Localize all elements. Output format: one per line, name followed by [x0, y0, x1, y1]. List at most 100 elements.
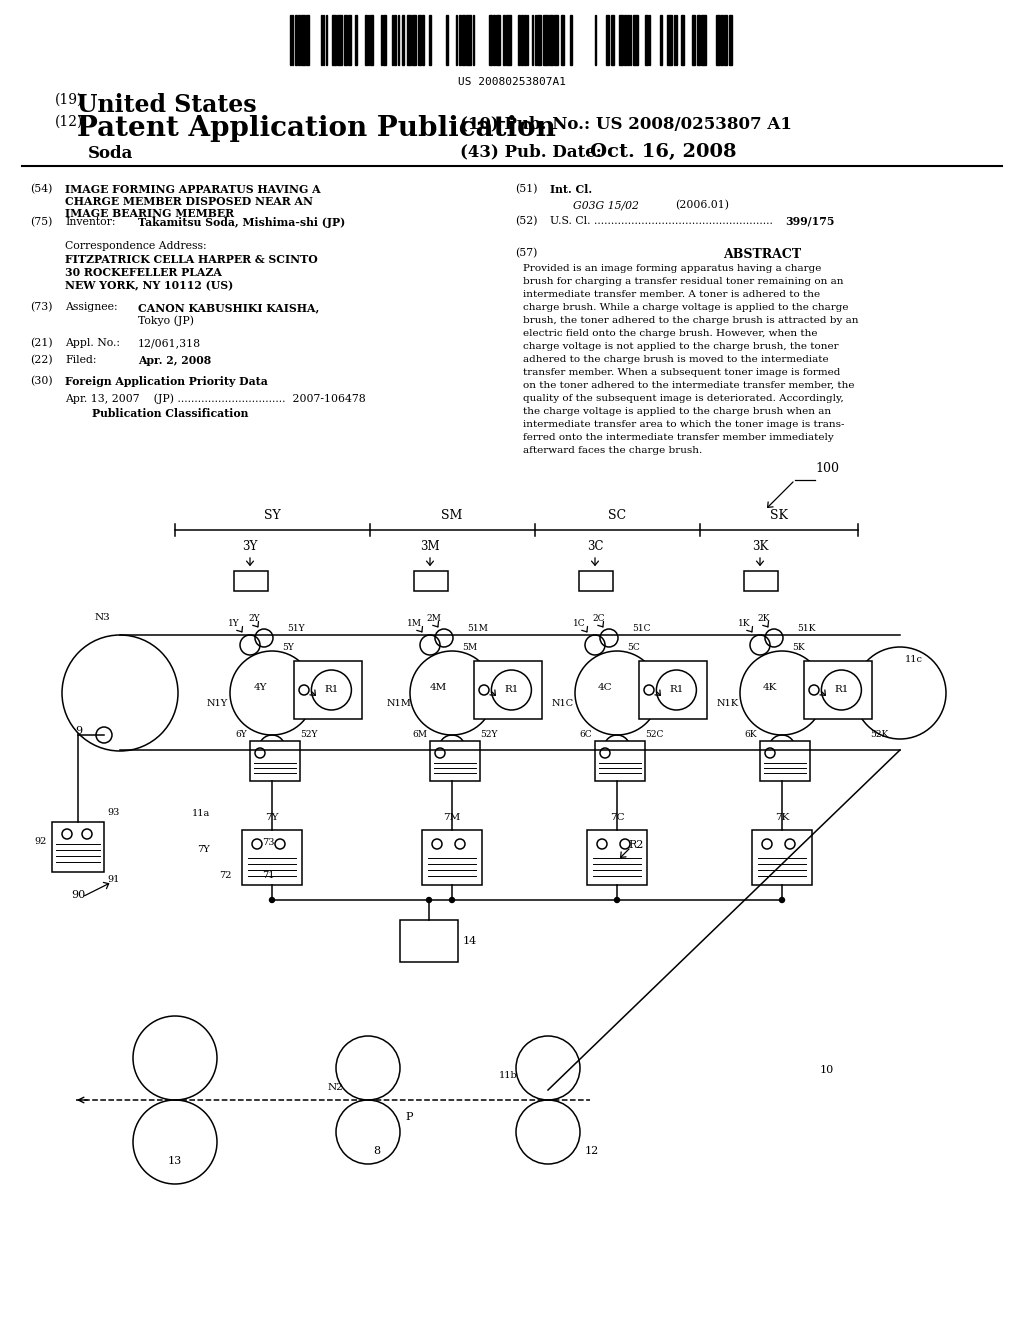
Text: the charge voltage is applied to the charge brush when an: the charge voltage is applied to the cha…: [523, 407, 831, 416]
Text: 4K: 4K: [763, 684, 777, 693]
Text: brush for charging a transfer residual toner remaining on an: brush for charging a transfer residual t…: [523, 277, 844, 286]
Bar: [496, 15, 500, 65]
Text: R2: R2: [628, 840, 643, 850]
Bar: [294, 661, 362, 719]
Bar: [422, 830, 482, 884]
Bar: [365, 15, 367, 65]
Text: (54): (54): [30, 183, 52, 194]
Bar: [332, 15, 336, 65]
Text: 7M: 7M: [443, 813, 461, 822]
Bar: [633, 15, 638, 65]
Bar: [402, 15, 404, 65]
Text: 6Y: 6Y: [236, 730, 247, 739]
Text: N1K: N1K: [717, 698, 739, 708]
Text: US 20080253807A1: US 20080253807A1: [458, 77, 566, 87]
Text: 12/061,318: 12/061,318: [138, 338, 201, 348]
Bar: [503, 15, 505, 65]
Text: (75): (75): [30, 216, 52, 227]
Bar: [430, 741, 480, 781]
Circle shape: [427, 898, 431, 903]
Text: R1: R1: [835, 685, 849, 694]
Text: SM: SM: [441, 510, 463, 521]
Text: P: P: [406, 1111, 413, 1122]
Bar: [681, 15, 684, 65]
Bar: [570, 15, 572, 65]
Bar: [639, 661, 707, 719]
Text: 7K: 7K: [775, 813, 790, 822]
Bar: [383, 15, 386, 65]
Text: N3: N3: [94, 614, 110, 623]
Text: 9: 9: [75, 726, 82, 737]
Text: (52): (52): [515, 216, 538, 226]
Text: 3C: 3C: [587, 540, 603, 553]
Text: 72: 72: [219, 871, 232, 880]
Text: 1C: 1C: [572, 619, 586, 628]
Text: (51): (51): [515, 183, 538, 194]
Bar: [518, 15, 520, 65]
Bar: [804, 661, 872, 719]
Text: (21): (21): [30, 338, 52, 348]
Text: 51Y: 51Y: [287, 624, 304, 634]
Text: (43) Pub. Date:: (43) Pub. Date:: [460, 143, 602, 160]
Text: Takamitsu Soda, Mishima-shi (JP): Takamitsu Soda, Mishima-shi (JP): [138, 216, 345, 228]
Bar: [355, 15, 357, 65]
Text: 2C: 2C: [593, 614, 605, 623]
Text: (2006.01): (2006.01): [675, 201, 729, 210]
Bar: [234, 572, 268, 591]
Text: SK: SK: [770, 510, 788, 521]
Text: R1: R1: [504, 685, 518, 694]
Text: 14: 14: [463, 936, 477, 946]
Bar: [306, 15, 309, 65]
Bar: [462, 15, 465, 65]
Bar: [394, 15, 396, 65]
Text: 2K: 2K: [758, 614, 770, 623]
Bar: [561, 15, 564, 65]
Text: 92: 92: [35, 837, 47, 846]
Bar: [752, 830, 812, 884]
Bar: [348, 15, 351, 65]
Text: 7C: 7C: [609, 813, 625, 822]
Bar: [412, 15, 416, 65]
Text: (10) Pub. No.: US 2008/0253807 A1: (10) Pub. No.: US 2008/0253807 A1: [460, 115, 792, 132]
Text: 52K: 52K: [870, 730, 889, 739]
Text: 52C: 52C: [645, 730, 664, 739]
Bar: [624, 15, 626, 65]
Text: R1: R1: [670, 685, 684, 694]
Bar: [414, 572, 449, 591]
Text: Assignee:: Assignee:: [65, 302, 118, 312]
Text: 30 ROCKEFELLER PLAZA: 30 ROCKEFELLER PLAZA: [65, 267, 222, 279]
Bar: [466, 15, 471, 65]
Bar: [506, 15, 511, 65]
Text: 71: 71: [262, 871, 274, 880]
Text: 12: 12: [585, 1146, 599, 1156]
Text: N1C: N1C: [552, 698, 574, 708]
Text: ferred onto the intermediate transfer member immediately: ferred onto the intermediate transfer me…: [523, 433, 834, 442]
Text: ABSTRACT: ABSTRACT: [723, 248, 801, 261]
Text: Apr. 2, 2008: Apr. 2, 2008: [138, 355, 211, 366]
Bar: [298, 15, 300, 65]
Text: (19): (19): [55, 92, 83, 107]
Text: 6M: 6M: [412, 730, 427, 739]
Text: (57): (57): [515, 248, 538, 259]
Text: 52Y: 52Y: [480, 730, 498, 739]
Text: 11b: 11b: [500, 1071, 518, 1080]
Text: Soda: Soda: [88, 145, 133, 162]
Bar: [489, 15, 492, 65]
Bar: [524, 15, 526, 65]
Bar: [549, 15, 553, 65]
Bar: [692, 15, 695, 65]
Text: 91: 91: [106, 875, 120, 884]
Text: afterward faces the charge brush.: afterward faces the charge brush.: [523, 446, 702, 455]
Text: brush, the toner adhered to the charge brush is attracted by an: brush, the toner adhered to the charge b…: [523, 315, 858, 325]
Text: 11c: 11c: [905, 656, 923, 664]
Text: 90: 90: [71, 890, 85, 900]
Text: 52Y: 52Y: [300, 730, 317, 739]
Text: 51K: 51K: [797, 624, 815, 634]
Bar: [587, 830, 647, 884]
Text: R1: R1: [325, 685, 339, 694]
Text: (73): (73): [30, 302, 52, 313]
Bar: [493, 15, 495, 65]
Text: Foreign Application Priority Data: Foreign Application Priority Data: [65, 376, 267, 387]
Text: Int. Cl.: Int. Cl.: [550, 183, 592, 195]
Text: quality of the subsequent image is deteriorated. Accordingly,: quality of the subsequent image is deter…: [523, 393, 844, 403]
